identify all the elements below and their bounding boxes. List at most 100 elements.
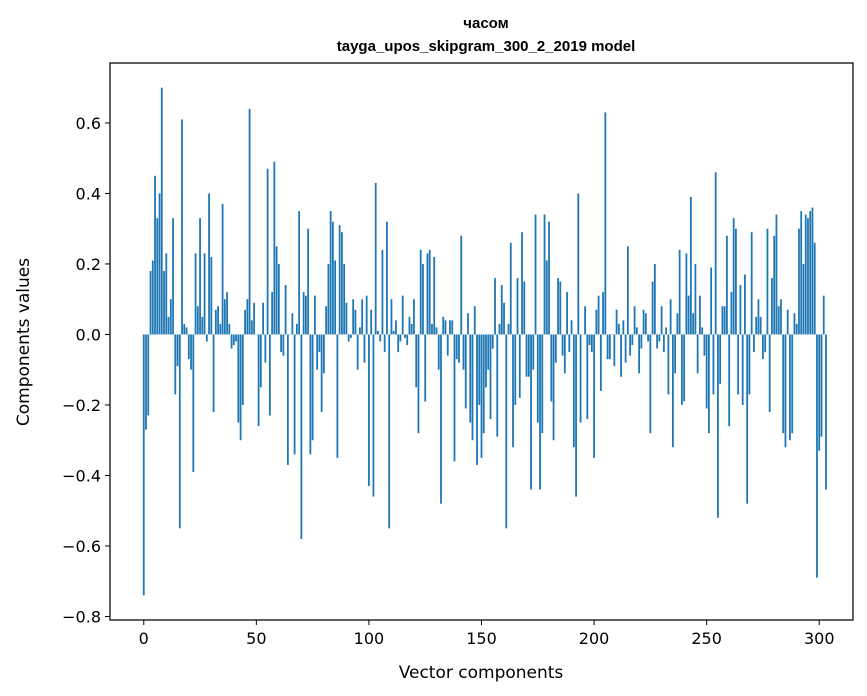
bar-122 (417, 334, 420, 434)
bar-279 (771, 278, 773, 335)
bar-32 (214, 309, 217, 335)
y-tick-label: 0.6 (76, 114, 101, 133)
bar-117 (406, 334, 409, 346)
bar-15 (176, 334, 179, 367)
bar-93 (352, 299, 355, 335)
y-tick-label: −0.4 (62, 466, 101, 485)
bar-43 (239, 334, 242, 441)
bar-161 (505, 334, 508, 529)
bar-88 (341, 232, 343, 335)
x-tick-label: 150 (466, 629, 497, 648)
plot-frame (109, 62, 854, 621)
bar-103 (374, 182, 377, 335)
bar-274 (759, 316, 762, 335)
bar-292 (800, 211, 803, 335)
bar-71 (302, 292, 305, 335)
bar-169 (523, 281, 526, 335)
bar-144 (467, 313, 469, 335)
bar-213 (622, 320, 625, 335)
bar-3 (149, 270, 152, 335)
y-axis-label: Components values (14, 258, 34, 426)
bar-116 (404, 334, 406, 338)
bar-158 (498, 323, 501, 335)
bar-254 (714, 172, 717, 335)
bar-251 (708, 334, 710, 434)
bar-105 (379, 334, 382, 342)
bar-174 (534, 214, 537, 335)
bar-199 (590, 334, 593, 353)
bar-48 (250, 320, 253, 335)
bar-286 (786, 309, 789, 335)
bar-17 (181, 119, 183, 335)
bar-8 (160, 87, 163, 335)
bar-6 (156, 218, 159, 335)
bar-159 (500, 285, 503, 335)
bar-288 (791, 334, 794, 434)
bar-148 (476, 334, 478, 465)
y-tick-label: 0.4 (76, 184, 101, 203)
bar-33 (217, 306, 219, 335)
bar-150 (480, 334, 483, 458)
bar-234 (669, 299, 672, 335)
bar-106 (381, 249, 384, 335)
bar-156 (494, 278, 496, 335)
bar-221 (640, 334, 643, 349)
bar-170 (525, 334, 528, 377)
bar-96 (359, 327, 361, 335)
bar-132 (440, 334, 442, 504)
bar-168 (521, 232, 523, 335)
bar-217 (631, 334, 634, 346)
bar-133 (442, 316, 445, 335)
bar-260 (728, 334, 731, 427)
bar-59 (275, 246, 278, 335)
bar-162 (507, 323, 510, 335)
bar-178 (543, 214, 546, 335)
bar-206 (606, 334, 609, 360)
bar-185 (559, 281, 562, 335)
bar-180 (548, 221, 550, 335)
bar-29 (208, 193, 210, 335)
bar-45 (244, 309, 246, 335)
bar-211 (617, 323, 620, 335)
bar-225 (649, 334, 652, 434)
bar-192 (575, 334, 577, 497)
bar-277 (766, 228, 769, 335)
y-tick-label: −0.8 (62, 607, 101, 626)
bar-163 (509, 242, 512, 335)
bar-125 (424, 334, 427, 402)
bar-114 (399, 334, 402, 342)
bar-83 (329, 211, 332, 335)
bar-101 (370, 309, 373, 335)
bar-58 (273, 161, 276, 335)
bar-193 (577, 193, 580, 335)
bar-227 (653, 263, 656, 335)
bar-245 (694, 263, 697, 335)
bar-14 (174, 334, 177, 395)
bar-235 (671, 334, 674, 448)
bar-142 (462, 334, 465, 370)
bar-104 (377, 330, 379, 335)
x-tick-label: 300 (804, 629, 835, 648)
bar-285 (784, 334, 787, 448)
bar-62 (282, 334, 285, 356)
x-tick-label: 50 (246, 629, 266, 648)
bar-248 (701, 327, 704, 335)
bar-38 (228, 323, 231, 335)
bar-247 (699, 295, 701, 335)
bar-54 (264, 334, 267, 363)
bar-53 (262, 302, 264, 335)
bar-85 (334, 260, 337, 335)
bar-140 (458, 334, 460, 363)
bar-111 (392, 330, 395, 335)
bar-94 (354, 309, 357, 335)
bar-124 (422, 263, 424, 335)
bar-243 (689, 196, 692, 335)
bar-67 (293, 334, 296, 455)
bar-291 (798, 228, 800, 335)
bar-89 (343, 263, 346, 335)
bar-229 (658, 334, 661, 342)
bar-153 (487, 334, 490, 370)
bar-91 (347, 334, 350, 342)
bar-239 (680, 334, 683, 405)
bar-272 (755, 316, 758, 335)
